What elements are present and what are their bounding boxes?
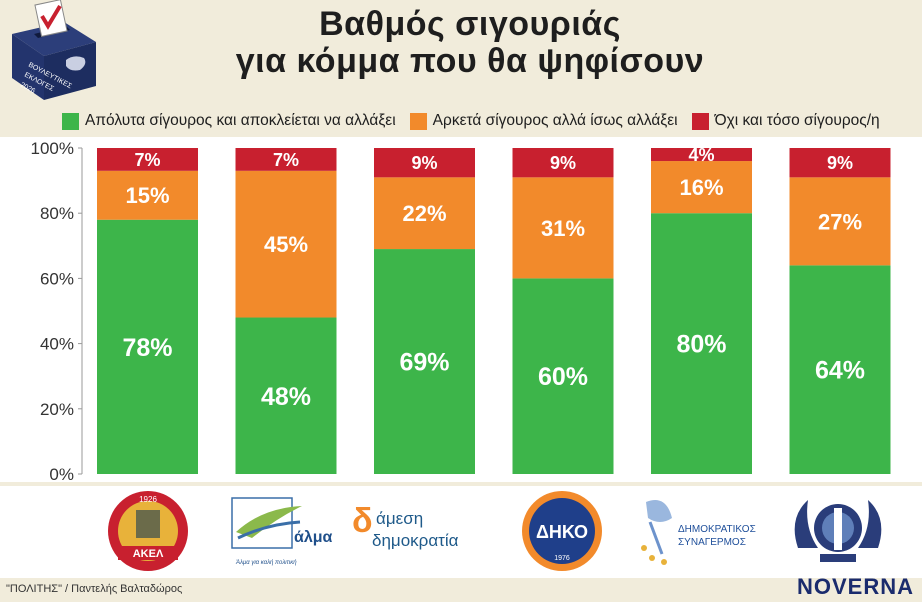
bar-segment: [512, 278, 614, 474]
bar-segment: [651, 213, 752, 474]
title-line-1: Βαθμός σιγουριάς: [319, 5, 621, 43]
y-tick-label: 80%: [40, 204, 74, 223]
legend-swatch-red: [691, 112, 709, 130]
bar-segment: [789, 177, 891, 266]
legend-item-absolutely-sure: Απόλυτα σίγουρος και αποκλείεται να αλλά…: [62, 112, 396, 130]
ameses-logo-line2: δημοκρατία: [372, 531, 459, 550]
disy-logo-line2: ΣΥΝΑΓΕΡΜΟΣ: [678, 537, 746, 548]
y-tick-label: 0%: [49, 465, 74, 482]
bar-segment: [97, 148, 198, 171]
legend-label: Όχι και τόσο σίγουρος/η: [714, 112, 880, 129]
svg-text:δ: δ: [352, 502, 373, 540]
bar-segment: [235, 148, 337, 171]
legend-item-not-sure: Όχι και τόσο σίγουρος/η: [691, 112, 880, 130]
legend-swatch-green: [62, 112, 79, 130]
bar-segment: [374, 177, 475, 250]
legend-swatch-orange: [409, 112, 427, 130]
bar-value-label: 7%: [134, 150, 160, 170]
bar-segment: [374, 148, 475, 178]
legend-label: Αρκετά σίγουρος αλλά ίσως αλλάξει: [432, 112, 678, 129]
source-credit: "ΠΟΛΙΤΗΣ" / Παντελής Βαλταδώρος: [6, 583, 183, 595]
legend: Απόλυτα σίγουρος και αποκλείεται να αλλά…: [62, 108, 894, 134]
party-logos-row: ΑΚΕΛ 1926 άλμα Άλμα για καλή πολιτική δ …: [0, 486, 922, 578]
y-tick-label: 20%: [40, 400, 74, 419]
bar-value-label: 16%: [679, 175, 723, 200]
bar-segment: [512, 177, 614, 279]
bar-value-label: 22%: [402, 201, 446, 226]
alma-logo-slogan: Άλμα για καλή πολιτική: [235, 559, 297, 566]
legend-item-fairly-sure: Αρκετά σίγουρος αλλά ίσως αλλάξει: [409, 112, 678, 130]
ameses-dimokratia-logo-icon: δ άμεση δημοκρατία: [352, 502, 459, 550]
bar-value-label: 27%: [818, 209, 862, 234]
y-tick-label: 40%: [40, 335, 74, 354]
disy-logo-line1: ΔΗΜΟΚΡΑΤΙΚΟΣ: [678, 524, 756, 535]
bar-segment: [235, 170, 337, 318]
bar-segment: [789, 148, 891, 178]
bar-value-label: 60%: [538, 363, 588, 391]
y-tick-label: 60%: [40, 269, 74, 288]
bar-value-label: 69%: [399, 349, 449, 377]
bar-segment: [97, 219, 198, 474]
bar-value-label: 78%: [122, 334, 172, 362]
bar-segment: [97, 170, 198, 220]
bar-segment: [651, 161, 752, 214]
bar-segment: [789, 265, 891, 474]
bar-value-label: 7%: [273, 150, 299, 170]
chart-title: Βαθμός σιγουριάς για κόμμα που θα ψηφίσο…: [190, 6, 750, 80]
bar-value-label: 15%: [125, 183, 169, 208]
elam-logo-icon: [794, 500, 882, 562]
bar-segment: [374, 249, 475, 474]
bar-value-label: 31%: [541, 216, 585, 241]
legend-label: Απόλυτα σίγουρος και αποκλείεται να αλλά…: [85, 112, 396, 129]
y-tick-label: 100%: [31, 139, 74, 158]
bar-value-label: 4%: [688, 145, 714, 165]
akel-logo-year: 1926: [139, 495, 157, 504]
akel-logo-text: ΑΚΕΛ: [133, 548, 164, 560]
alma-logo-text: άλμα: [294, 529, 333, 546]
bar-segment: [651, 148, 752, 162]
bar-value-label: 9%: [827, 153, 853, 173]
ballot-box-icon: ΒΟΥΛΕΥΤΙΚΕΣ ΕΚΛΟΓΕΣ 2026: [12, 0, 96, 100]
akel-logo-icon: ΑΚΕΛ 1926: [108, 491, 188, 571]
disy-logo-icon: ΔΗΜΟΚΡΑΤΙΚΟΣ ΣΥΝΑΓΕΡΜΟΣ: [641, 500, 756, 565]
bar-value-label: 48%: [261, 383, 311, 411]
bar-value-label: 45%: [264, 232, 308, 257]
stacked-bar-chart: 0% 20% 40% 60% 80% 100% 78% 15% 7% 48% 45% 7% 69% 22%…: [31, 139, 891, 482]
title-line-2: για κόμμα που θα ψηφίσουν: [235, 42, 705, 80]
bar-value-label: 80%: [676, 331, 726, 359]
ameses-logo-line1: άμεση: [376, 509, 423, 528]
bar-value-label: 9%: [550, 153, 576, 173]
diko-logo-icon: ΔΗΚΟ 1976: [522, 491, 602, 571]
diko-logo-year: 1976: [554, 555, 570, 562]
bar-segment: [512, 148, 614, 178]
diko-logo-text: ΔΗΚΟ: [536, 522, 588, 542]
bar-value-label: 64%: [815, 357, 865, 385]
bar-segment: [235, 317, 337, 474]
chart-panel: 0% 20% 40% 60% 80% 100% 78% 15% 7% 48% 45% 7% 69% 22%…: [0, 137, 922, 482]
alma-logo-icon: άλμα Άλμα για καλή πολιτική: [231, 497, 333, 566]
brand-logo: NOVERNA: [796, 574, 914, 599]
bar-value-label: 9%: [411, 153, 437, 173]
